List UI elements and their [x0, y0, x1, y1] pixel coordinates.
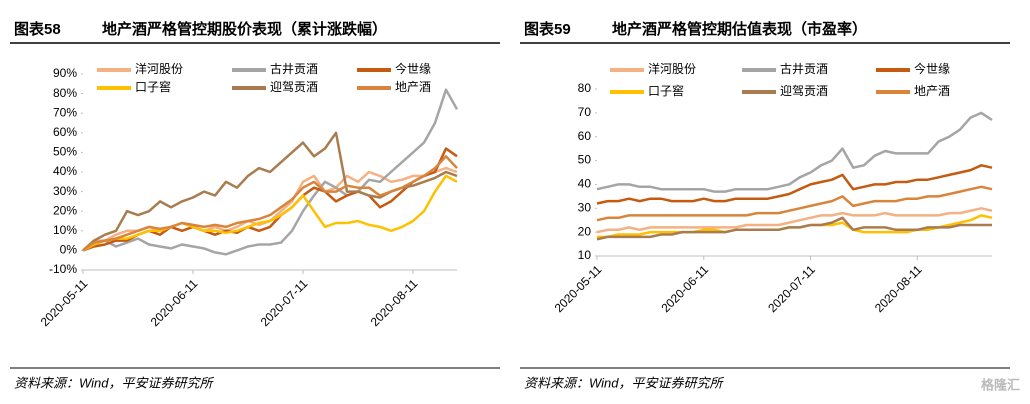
- series-line: [596, 185, 993, 222]
- figure-label: 图表59: [524, 20, 571, 38]
- series-line: [82, 88, 459, 256]
- legend-label: 迎驾贡酒: [780, 84, 828, 98]
- series-line: [596, 111, 993, 193]
- legend-label: 今世缘: [395, 61, 431, 76]
- y-tick-label: 10%: [53, 223, 77, 237]
- legend-label: 洋河股份: [135, 61, 183, 76]
- legend-label: 今世缘: [914, 61, 950, 76]
- y-tick-label: 20: [578, 224, 592, 238]
- series-line: [596, 164, 993, 205]
- y-tick-label: 30: [578, 200, 592, 214]
- x-tick-label: 2020-07-11: [765, 262, 818, 315]
- y-tick-label: 60: [578, 129, 592, 143]
- y-tick-label: 20%: [53, 203, 77, 217]
- y-tick-label: 0%: [60, 243, 78, 257]
- legend-label: 口子窖: [648, 83, 684, 98]
- y-tick-label: 10: [578, 248, 592, 262]
- y-tick-label: 80: [578, 81, 592, 95]
- legend-label: 洋河股份: [648, 61, 696, 76]
- x-tick-label: 2020-07-11: [258, 276, 311, 329]
- source: 资料来源：Wind，平安证券研究所: [524, 375, 725, 390]
- series-line: [82, 174, 458, 252]
- series-line: [82, 155, 458, 252]
- chart-title: 地产酒严格管控期股价表现（累计涨跌幅）: [102, 20, 387, 38]
- x-tick-label: 2020-06-11: [658, 262, 711, 315]
- legend-label: 地产酒: [914, 84, 950, 98]
- legend-label: 古井贡酒: [780, 61, 828, 76]
- x-tick-label: 2020-05-11: [552, 262, 605, 315]
- legend-label: 口子窖: [135, 79, 171, 94]
- chart-title: 地产酒严格管控期估值表现（市盈率）: [612, 20, 867, 38]
- y-tick-label: 90%: [53, 66, 77, 80]
- y-tick-label: 30%: [53, 184, 77, 198]
- y-tick-label: 80%: [53, 86, 77, 100]
- y-tick-label: 50: [578, 153, 592, 167]
- y-tick-label: 60%: [53, 125, 77, 139]
- source: 资料来源：Wind，平安证券研究所: [14, 375, 215, 390]
- legend-label: 地产酒: [395, 80, 431, 94]
- series-line: [596, 207, 993, 234]
- x-tick-label: 2020-08-11: [368, 276, 421, 329]
- figure-label: 图表58: [14, 20, 61, 38]
- x-tick-label: 2020-08-11: [872, 262, 925, 315]
- y-tick-label: -10%: [49, 262, 77, 276]
- y-tick-label: 40%: [53, 164, 77, 178]
- y-tick-label: 40: [578, 177, 592, 191]
- legend-label: 迎驾贡酒: [270, 80, 318, 94]
- series-line: [596, 216, 992, 241]
- x-tick-label: 2020-05-11: [38, 276, 91, 329]
- y-tick-label: 50%: [53, 145, 77, 159]
- y-tick-label: 70%: [53, 105, 77, 119]
- legend-label: 古井贡酒: [270, 61, 318, 76]
- watermark: 格隆汇: [981, 377, 1020, 392]
- y-tick-label: 70: [578, 105, 592, 119]
- x-tick-label: 2020-06-11: [148, 276, 201, 329]
